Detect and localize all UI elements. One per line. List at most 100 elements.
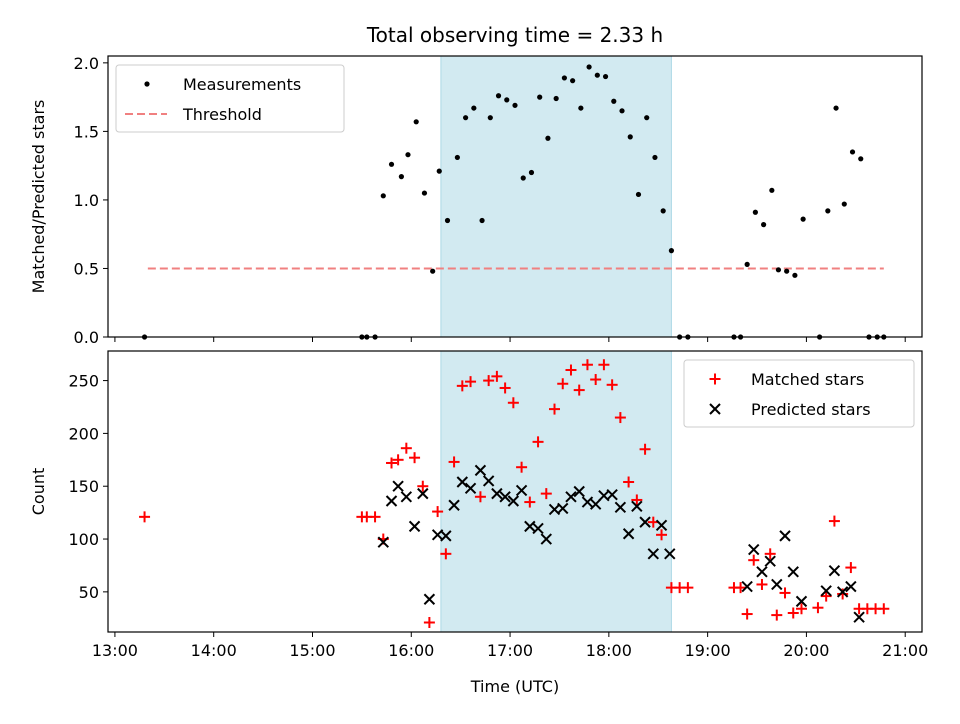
matched-marker [837,588,849,600]
predicted-marker [589,498,602,510]
matched-marker [614,412,626,424]
predicted-marker [377,536,389,548]
predicted-marker-b [515,484,528,497]
matched-marker [771,609,783,621]
matched-marker [639,443,651,455]
matched-marker [598,359,610,371]
legend-label: Measurements [183,75,301,94]
predicted-marker-b [741,580,753,593]
matched-marker [392,454,404,466]
predicted-marker-b [836,586,849,598]
predicted-marker [828,565,841,577]
predicted-marker [845,580,857,593]
predicted-marker [622,528,635,540]
measurement-point [444,217,451,224]
y-tick-label: 0.0 [74,328,99,347]
measurement-point [388,161,395,167]
matched-marker [741,608,753,620]
predicted-marker-b [448,499,460,511]
measurement-point [833,105,839,111]
matched-marker [795,603,807,615]
matched-marker [432,506,444,518]
legend-box [115,64,345,133]
predicted-marker [540,533,552,545]
measurement-point [537,94,543,100]
y-tick-label: 1.5 [74,122,99,141]
predicted-marker-b [417,487,429,500]
matched-marker [483,375,495,387]
predicted-marker [532,522,544,535]
measurement-point [528,169,535,176]
predicted-marker [748,543,760,556]
predicted-marker-b [614,501,627,514]
predicted-marker [482,475,495,487]
matched-marker [573,384,585,396]
matched-marker [590,374,602,386]
matched-marker [878,603,890,615]
predicted-marker [771,578,783,591]
predicted-marker-b [385,495,398,507]
predicted-marker-b [440,530,452,542]
matched-marker [557,378,569,390]
predicted-marker [655,519,668,532]
measurement-point [611,98,617,104]
measurement-point [769,187,775,193]
matched-marker [565,364,577,376]
predicted-marker-b [631,500,643,512]
measurement-point [825,208,831,214]
matched-marker [779,587,791,599]
predicted-marker-b [532,522,544,535]
measurement-point [792,272,798,278]
predicted-marker [820,585,832,597]
predicted-marker-b [408,520,421,533]
predicted-marker-b [764,555,776,567]
matched-marker [465,376,477,388]
measurement-point [512,102,518,108]
measurement-point [849,149,856,155]
predicted-marker [448,499,460,511]
measurement-point [627,134,633,140]
matched-marker [540,488,552,500]
matched-marker [507,397,519,409]
predicted-marker-b [464,482,477,495]
y-tick-label: 0.5 [74,259,99,278]
figure-title: Total observing time = 2.33 h [366,23,663,47]
predicted-marker-b [598,490,610,502]
predicted-marker [557,502,569,515]
matched-marker [735,582,747,594]
measurement-point [578,105,584,111]
predicted-marker [853,611,865,623]
legend-label: Threshold [182,105,262,124]
predicted-marker [606,488,618,501]
y-tick-label: 1.0 [74,191,99,210]
matched-marker [532,436,544,448]
matched-marker [820,590,832,602]
legend-box [683,359,915,428]
matched-marker [812,602,824,614]
matched-marker [524,496,536,508]
predicted-marker [664,548,676,560]
predicted-marker [639,516,651,528]
measurement-point [800,216,806,222]
y-tick-label: 100 [68,530,99,549]
x-tick-label: 17:00 [487,641,533,660]
predicted-marker [647,548,660,560]
observing-window-shade [440,55,672,338]
count-panel: 50 100 150 200 250 13:00 14:00 15:00 16:00 17:00 1… [29,350,928,660]
predicted-marker-b [787,566,799,578]
measurement-point [479,217,485,224]
predicted-marker-b [581,496,594,508]
matched-marker [409,452,421,464]
matched-marker [631,494,643,506]
predicted-marker [573,485,585,498]
legend-predicted-marker-b [709,403,721,415]
predicted-marker [423,593,436,605]
measurement-point [644,115,650,121]
predicted-marker-b [622,528,635,540]
matched-marker [369,511,381,523]
predicted-marker-b [474,464,487,477]
measurement-point [421,190,428,196]
measurement-point [553,95,559,102]
measurement-point [761,222,767,228]
predicted-marker-b [647,548,660,560]
